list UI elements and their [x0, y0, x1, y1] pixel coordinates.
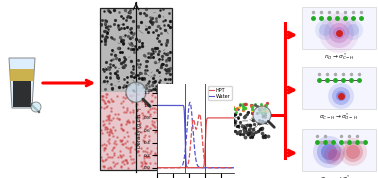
Circle shape	[324, 145, 344, 165]
Bar	[100, 8, 172, 92]
Circle shape	[346, 145, 360, 159]
Circle shape	[319, 24, 331, 36]
Polygon shape	[13, 81, 31, 107]
Circle shape	[253, 106, 271, 124]
Legend: HPT, Water: HPT, Water	[208, 86, 232, 100]
Circle shape	[332, 87, 350, 105]
Circle shape	[31, 102, 41, 112]
Circle shape	[313, 136, 345, 168]
Y-axis label: Density (g cm⁻³): Density (g cm⁻³)	[137, 108, 143, 148]
Circle shape	[315, 20, 335, 40]
Bar	[302, 7, 376, 49]
Circle shape	[126, 82, 146, 102]
Circle shape	[328, 83, 354, 109]
Circle shape	[343, 20, 363, 40]
Circle shape	[336, 91, 346, 101]
Bar	[302, 129, 376, 171]
Bar	[302, 67, 376, 109]
Circle shape	[339, 138, 367, 166]
Circle shape	[328, 149, 340, 161]
Circle shape	[329, 23, 349, 43]
Circle shape	[321, 144, 337, 160]
Circle shape	[319, 13, 359, 53]
Bar	[100, 92, 172, 170]
Circle shape	[347, 24, 359, 36]
Polygon shape	[10, 69, 34, 81]
Circle shape	[324, 18, 354, 48]
Circle shape	[343, 142, 363, 162]
Text: $n_O \rightarrow \sigma^*_{C-H}$: $n_O \rightarrow \sigma^*_{C-H}$	[324, 51, 355, 62]
Text: $\sigma_{C-H} \rightarrow \sigma^*_{O-H}$: $\sigma_{C-H} \rightarrow \sigma^*_{O-H}…	[319, 111, 359, 122]
Circle shape	[317, 140, 341, 164]
Bar	[100, 8, 172, 170]
Polygon shape	[9, 58, 35, 108]
Text: $\sigma_{C-H} \rightarrow \sigma^*_{C-H}$: $\sigma_{C-H} \rightarrow \sigma^*_{C-H}…	[320, 173, 358, 178]
Circle shape	[333, 27, 345, 39]
